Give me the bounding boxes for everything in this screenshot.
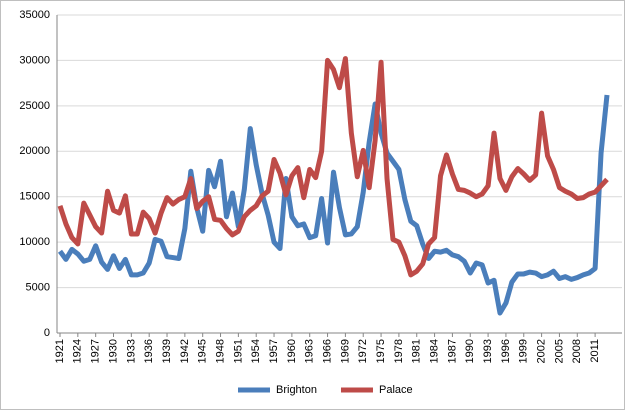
x-tick-label: 1969 — [339, 339, 351, 363]
x-tick-label: 1975 — [375, 339, 387, 363]
x-tick-label: 1993 — [482, 339, 494, 363]
y-tick-label: 10000 — [19, 236, 50, 248]
y-tick-label: 30000 — [19, 54, 50, 66]
x-tick-label: 1966 — [321, 339, 333, 363]
x-tick-label: 1981 — [411, 339, 423, 363]
x-tick-label: 1924 — [72, 339, 84, 363]
x-tick-label: 1987 — [446, 339, 458, 363]
x-tick-label: 1999 — [518, 339, 530, 363]
y-tick-label: 0 — [44, 327, 50, 339]
y-tick-label: 15000 — [19, 191, 50, 203]
x-tick-label: 1921 — [54, 339, 66, 363]
x-tick-label: 1984 — [428, 339, 440, 363]
y-tick-label: 5000 — [26, 281, 50, 293]
x-tick-label: 1948 — [214, 339, 226, 363]
x-tick-label: 2002 — [536, 339, 548, 363]
x-tick-label: 2008 — [571, 339, 583, 363]
x-tick-label: 1957 — [268, 339, 280, 363]
y-tick-label: 20000 — [19, 145, 50, 157]
x-tick-label: 1972 — [357, 339, 369, 363]
line-series — [57, 56, 609, 278]
y-tick-label: 25000 — [19, 100, 50, 112]
x-tick-label: 1942 — [179, 339, 191, 363]
x-tick-label: 1960 — [286, 339, 298, 363]
x-tick-label: 1939 — [161, 339, 173, 363]
y-tick-label: 35000 — [19, 9, 50, 21]
x-tick-label: 1936 — [143, 339, 155, 363]
x-tick-label: 2011 — [589, 339, 601, 363]
x-tick-label: 1990 — [464, 339, 476, 363]
x-tick-label: 1963 — [304, 339, 316, 363]
line-series — [57, 94, 610, 316]
x-tick-label: 1927 — [90, 339, 102, 363]
x-tick-label: 1951 — [232, 339, 244, 363]
x-tick-label: 2005 — [553, 339, 565, 363]
legend-label: Palace — [379, 384, 413, 396]
x-tick-label: 1933 — [125, 339, 137, 363]
x-tick-label: 1996 — [500, 339, 512, 363]
x-tick-label: 1930 — [107, 339, 119, 363]
x-tick-label: 1954 — [250, 339, 262, 363]
legend-label: Brighton — [276, 384, 317, 396]
x-tick-label: 1945 — [197, 339, 209, 363]
x-tick-label: 1978 — [393, 339, 405, 363]
